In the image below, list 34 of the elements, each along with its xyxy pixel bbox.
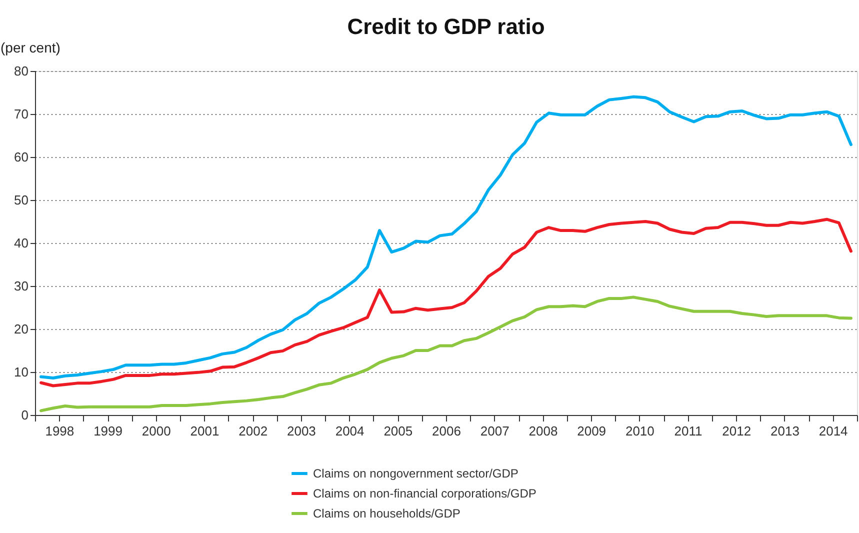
y-tick-label: 20 <box>14 322 28 336</box>
y-tick-label: 70 <box>14 106 28 122</box>
x-tick-label: 2013 <box>770 424 800 438</box>
x-tick-label: 2012 <box>722 424 752 438</box>
legend-label: Claims on nongovernment sector/GDP <box>313 466 518 480</box>
x-tick-label: 2007 <box>480 424 510 438</box>
y-axis-title: (per cent) <box>0 40 60 56</box>
x-tick-label: 2006 <box>432 424 461 438</box>
y-tick-label: 0 <box>21 408 28 422</box>
x-tick-label: 1999 <box>94 424 122 438</box>
x-tick-label: 2001 <box>190 424 220 438</box>
y-tick-label: 30 <box>14 278 28 294</box>
y-tick-label: 10 <box>14 364 28 380</box>
x-tick-label: 2010 <box>625 424 654 438</box>
x-tick-label: 2000 <box>142 424 171 438</box>
line-series <box>40 296 852 412</box>
y-tick-label: 60 <box>14 150 28 164</box>
line-series <box>40 218 852 388</box>
x-tick-label: 2011 <box>674 424 702 438</box>
line-series <box>40 95 852 380</box>
y-tick-label: 40 <box>14 236 28 250</box>
legend-label: Claims on non-financial corporations/GDP <box>313 486 536 500</box>
x-tick-label: 2005 <box>384 424 413 438</box>
x-tick-label: 2009 <box>577 424 606 438</box>
chart-title: Credit to GDP ratio <box>347 14 545 39</box>
x-tick-label: 2004 <box>335 424 364 438</box>
legend-label: Claims on households/GDP <box>313 506 460 520</box>
x-tick-label: 2003 <box>286 424 316 438</box>
y-tick-label: 50 <box>14 192 28 208</box>
y-tick-label: 80 <box>14 64 28 78</box>
x-tick-label: 2014 <box>818 424 848 438</box>
x-tick-label: 2008 <box>528 424 558 438</box>
x-tick-label: 1998 <box>45 424 74 438</box>
x-tick-label: 2002 <box>238 424 268 438</box>
